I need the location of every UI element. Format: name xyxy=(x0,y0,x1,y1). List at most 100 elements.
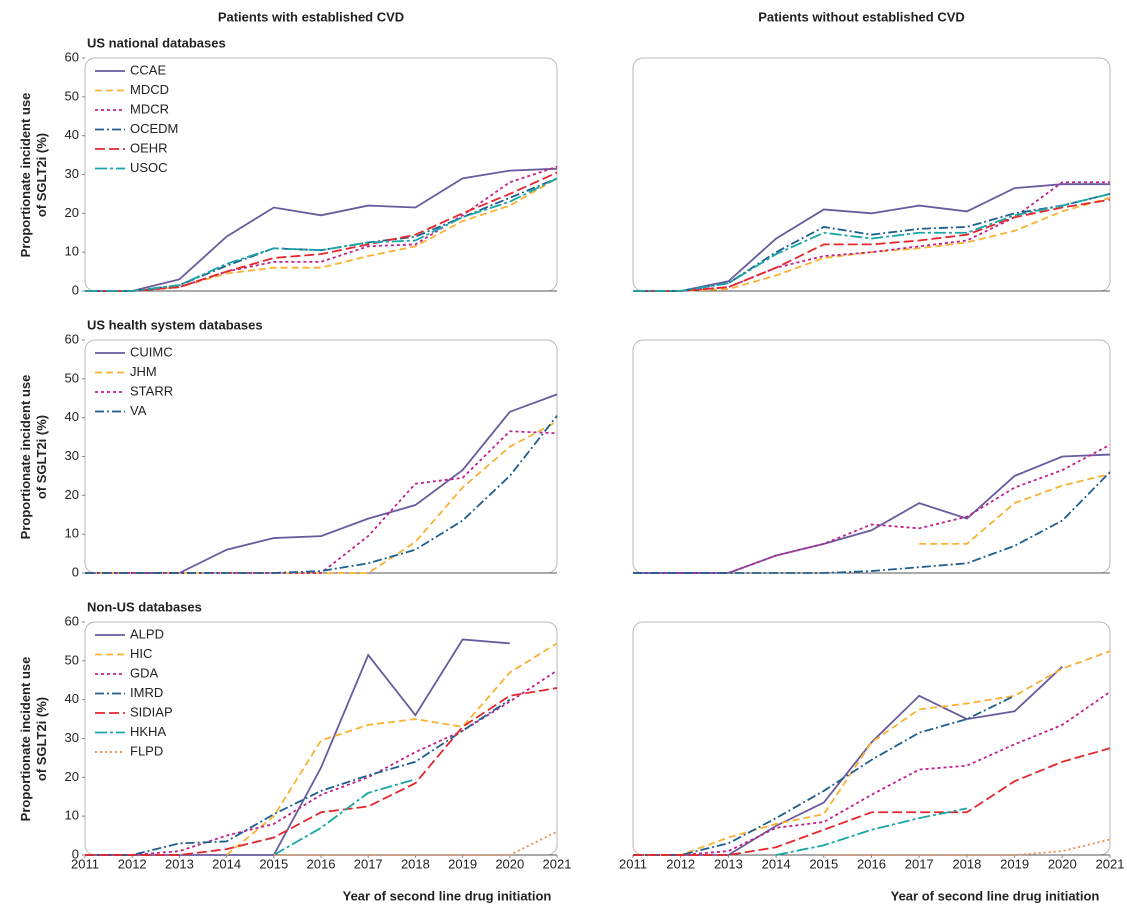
y-tick-label: 50 xyxy=(65,370,79,385)
y-tick-label: 20 xyxy=(65,487,79,502)
x-tick-label: 2019 xyxy=(448,856,477,871)
series-line xyxy=(633,650,1111,856)
x-tick-label: 2020 xyxy=(495,856,524,871)
series-line xyxy=(633,196,1111,292)
y-tick-label: 50 xyxy=(65,88,79,103)
series-line xyxy=(633,747,1111,856)
x-tick-label: 2014 xyxy=(762,856,791,871)
series-line xyxy=(919,473,1111,545)
legend-label: MDCR xyxy=(130,101,169,116)
y-tick-label: 0 xyxy=(72,846,79,861)
legend-label: MDCD xyxy=(130,82,169,97)
plot-frame xyxy=(632,621,1111,856)
series-line xyxy=(85,165,558,292)
series-line xyxy=(85,669,558,856)
y-tick-label: 0 xyxy=(72,564,79,579)
y-tick-label: 30 xyxy=(65,448,79,463)
series-line xyxy=(85,393,558,574)
series-line xyxy=(85,430,558,574)
x-tick-label: 2013 xyxy=(714,856,743,871)
y-tick-label: 20 xyxy=(65,205,79,220)
y-tick-label: 0 xyxy=(72,282,79,297)
legend-label: SIDIAP xyxy=(130,704,173,719)
legend-label: CCAE xyxy=(130,62,166,77)
x-tick-label: 2017 xyxy=(905,856,934,871)
x-axis-label: Year of second line drug initiation xyxy=(891,888,1100,903)
legend-label: USOC xyxy=(130,160,168,175)
plot-frame xyxy=(632,339,1111,574)
series-line xyxy=(633,193,1111,292)
series-line xyxy=(633,198,1111,292)
y-tick-label: 10 xyxy=(65,808,79,823)
x-tick-label: 2014 xyxy=(212,856,241,871)
series-line xyxy=(85,167,558,292)
x-tick-label: 2016 xyxy=(307,856,336,871)
series-line xyxy=(85,177,558,292)
y-tick-label: 20 xyxy=(65,769,79,784)
series-line xyxy=(633,444,1111,574)
legend-label: OEHR xyxy=(130,140,168,155)
legend-label: ALPD xyxy=(130,626,164,641)
series-line xyxy=(85,415,558,574)
series-line xyxy=(633,691,1111,856)
x-tick-label: 2013 xyxy=(165,856,194,871)
series-line xyxy=(273,778,416,856)
series-line xyxy=(823,838,1111,856)
legend-label: OCEDM xyxy=(130,121,178,136)
series-line xyxy=(85,177,558,292)
y-tick-label: 50 xyxy=(65,652,79,667)
legend-label: GDA xyxy=(130,665,159,680)
x-tick-label: 2016 xyxy=(857,856,886,871)
y-tick-label: 30 xyxy=(65,166,79,181)
series-line xyxy=(775,807,968,856)
panel-title: US health system databases xyxy=(87,317,263,332)
y-tick-label: 40 xyxy=(65,691,79,706)
x-tick-label: 2017 xyxy=(354,856,383,871)
x-tick-label: 2015 xyxy=(809,856,838,871)
x-tick-label: 2015 xyxy=(259,856,288,871)
series-line xyxy=(85,698,511,856)
y-axis-label: Proportionate incident use of SGLT2i (%) xyxy=(18,656,49,821)
y-tick-label: 40 xyxy=(65,409,79,424)
x-tick-label: 2020 xyxy=(1048,856,1077,871)
y-tick-label: 40 xyxy=(65,127,79,142)
y-tick-label: 10 xyxy=(65,244,79,259)
series-line xyxy=(633,453,1111,574)
series-line xyxy=(85,171,558,292)
legend-label: HKHA xyxy=(130,724,166,739)
x-tick-label: 2019 xyxy=(1000,856,1029,871)
y-tick-label: 10 xyxy=(65,526,79,541)
series-line xyxy=(85,177,558,292)
series-line xyxy=(633,181,1110,292)
y-tick-label: 60 xyxy=(65,613,79,628)
x-tick-label: 2021 xyxy=(1096,856,1125,871)
x-tick-label: 2018 xyxy=(952,856,981,871)
series-line xyxy=(633,183,1110,292)
legend-label: CUIMC xyxy=(130,344,173,359)
series-line xyxy=(633,471,1111,574)
x-tick-label: 2021 xyxy=(543,856,572,871)
y-axis-label: Proportionate incident use of SGLT2i (%) xyxy=(18,374,49,539)
series-line xyxy=(633,666,1063,856)
series-line xyxy=(633,694,1015,856)
series-line xyxy=(273,830,558,856)
legend-label: IMRD xyxy=(130,685,163,700)
x-tick-label: 2012 xyxy=(666,856,695,871)
legend-label: STARR xyxy=(130,383,173,398)
y-tick-label: 60 xyxy=(65,49,79,64)
x-tick-label: 2011 xyxy=(619,856,647,871)
column-title: Patients with established CVD xyxy=(218,9,404,24)
y-tick-label: 30 xyxy=(65,730,79,745)
y-tick-label: 60 xyxy=(65,331,79,346)
panel-title: Non-US databases xyxy=(87,599,202,614)
column-title: Patients without established CVD xyxy=(758,9,965,24)
series-line xyxy=(85,687,558,856)
x-axis-label: Year of second line drug initiation xyxy=(343,888,552,903)
y-axis-label: Proportionate incident use of SGLT2i (%) xyxy=(18,92,49,257)
series-line xyxy=(633,193,1111,292)
panel-title: US national databases xyxy=(87,35,226,50)
plot-frame xyxy=(632,57,1111,292)
legend-label: JHM xyxy=(130,364,157,379)
